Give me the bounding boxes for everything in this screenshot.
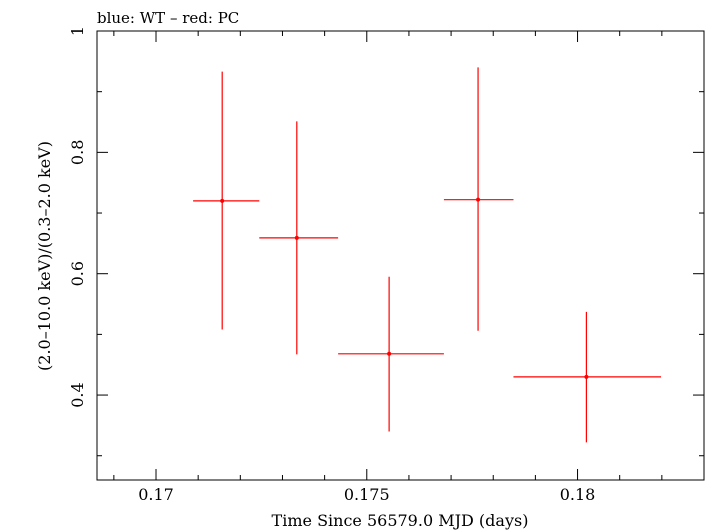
y-tick-label: 0.6	[68, 261, 87, 286]
data-point	[338, 276, 444, 432]
y-tick-label: 0.4	[68, 382, 87, 407]
x-tick-label: 0.175	[344, 485, 390, 504]
x-tick-label: 0.17	[138, 485, 174, 504]
data-marker	[387, 351, 392, 356]
data-marker	[584, 374, 589, 379]
x-axis: 0.17 0.175 0.18	[113, 31, 705, 504]
data-marker	[220, 198, 225, 203]
data-point	[259, 121, 339, 355]
data-point	[513, 311, 662, 443]
x-axis-label: Time Since 56579.0 MJD (days)	[272, 511, 529, 530]
y-tick-label: 1	[68, 26, 87, 36]
y-axis: 0.4 0.6 0.8 1	[68, 26, 704, 457]
chart-title: blue: WT – red: PC	[97, 9, 239, 27]
data-marker	[476, 197, 481, 202]
data-points	[193, 67, 662, 443]
plot-frame	[96, 30, 705, 481]
y-tick-label: 0.8	[68, 140, 87, 165]
data-point	[193, 71, 260, 330]
data-point	[443, 67, 514, 331]
data-marker	[294, 235, 299, 240]
y-axis-label: (2.0–10.0 keV)/(0.3–2.0 keV)	[35, 141, 54, 371]
x-tick-label: 0.18	[560, 485, 596, 504]
